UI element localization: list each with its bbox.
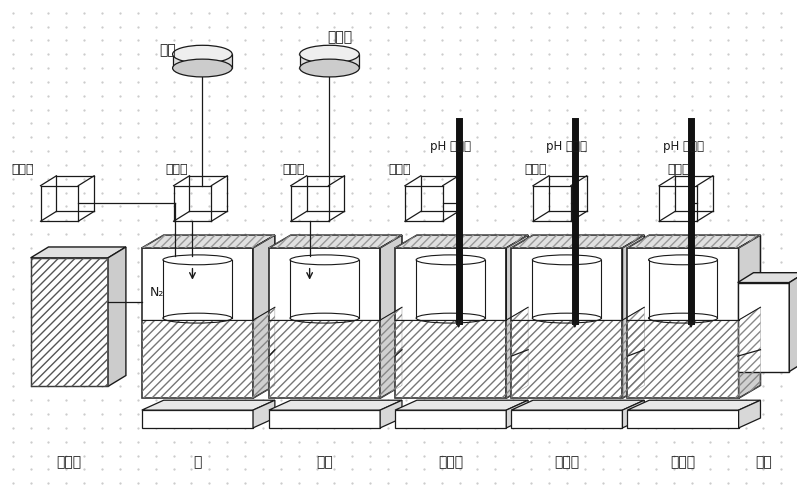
Polygon shape <box>511 235 644 248</box>
Text: 蠕动泵: 蠕动泵 <box>11 163 34 176</box>
Polygon shape <box>30 247 126 258</box>
Ellipse shape <box>173 59 232 77</box>
Polygon shape <box>108 247 126 387</box>
Text: 蠕动泵: 蠕动泵 <box>166 163 188 176</box>
Ellipse shape <box>300 45 359 63</box>
Polygon shape <box>506 235 528 398</box>
Polygon shape <box>738 272 800 283</box>
Polygon shape <box>511 248 622 398</box>
Polygon shape <box>380 235 402 398</box>
Text: pH 控制器: pH 控制器 <box>662 140 703 153</box>
Polygon shape <box>627 410 738 428</box>
Polygon shape <box>738 400 761 428</box>
Polygon shape <box>627 235 761 248</box>
Polygon shape <box>269 248 380 398</box>
Polygon shape <box>790 272 800 371</box>
Polygon shape <box>738 283 790 371</box>
Text: 废液: 废液 <box>755 456 772 469</box>
Text: 小肠: 小肠 <box>316 456 333 469</box>
Polygon shape <box>173 54 232 68</box>
Polygon shape <box>395 248 506 398</box>
Polygon shape <box>269 235 402 248</box>
Text: pH 控制器: pH 控制器 <box>546 140 587 153</box>
Text: 胃: 胃 <box>194 456 202 469</box>
Text: 蠕动泵: 蠕动泵 <box>525 163 547 176</box>
Ellipse shape <box>300 59 359 77</box>
Polygon shape <box>627 400 761 410</box>
Polygon shape <box>380 400 402 428</box>
Polygon shape <box>300 54 359 68</box>
Polygon shape <box>622 235 644 398</box>
Polygon shape <box>142 400 275 410</box>
Ellipse shape <box>173 45 232 63</box>
Polygon shape <box>622 400 644 428</box>
Text: 横结肠: 横结肠 <box>670 456 695 469</box>
Text: 食物液: 食物液 <box>57 456 82 469</box>
Polygon shape <box>511 400 644 410</box>
Text: 蠕动泵: 蠕动泵 <box>282 163 305 176</box>
Polygon shape <box>269 400 402 410</box>
Polygon shape <box>142 410 253 428</box>
Text: N₂: N₂ <box>150 286 164 299</box>
Polygon shape <box>395 235 528 248</box>
Text: 蠕动泵: 蠕动泵 <box>389 163 411 176</box>
Polygon shape <box>395 410 506 428</box>
Polygon shape <box>253 400 275 428</box>
Text: 小肠液: 小肠液 <box>327 30 352 45</box>
Text: 胃液: 胃液 <box>159 43 176 57</box>
Text: 蠕动泵: 蠕动泵 <box>668 163 690 176</box>
Polygon shape <box>627 248 738 398</box>
Polygon shape <box>511 410 622 428</box>
Polygon shape <box>269 410 380 428</box>
Polygon shape <box>253 235 275 398</box>
Polygon shape <box>506 400 528 428</box>
Polygon shape <box>30 258 108 387</box>
Text: pH 控制器: pH 控制器 <box>430 140 471 153</box>
Polygon shape <box>142 248 253 398</box>
Polygon shape <box>738 235 761 398</box>
Polygon shape <box>142 235 275 248</box>
Polygon shape <box>395 400 528 410</box>
Text: 横结肠: 横结肠 <box>554 456 579 469</box>
Text: 升结肠: 升结肠 <box>438 456 463 469</box>
